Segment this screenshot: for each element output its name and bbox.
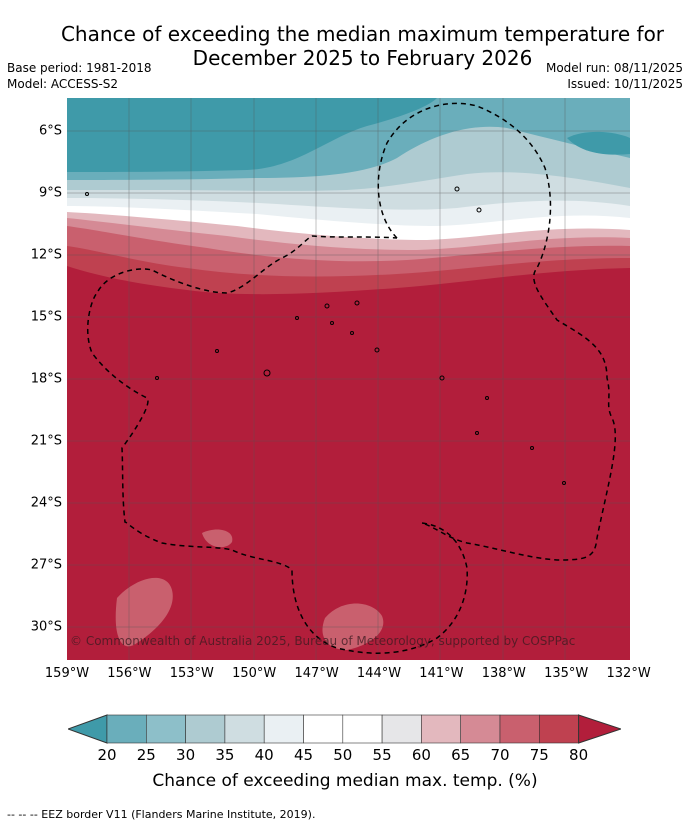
- colorbar-segment: [421, 714, 461, 744]
- meta-left: Base period: 1981-2018 Model: ACCESS-S2: [7, 60, 152, 92]
- band-20: [67, 98, 437, 172]
- longitude-label: 144°W: [356, 666, 402, 681]
- latitude-label: 6°S: [38, 123, 62, 139]
- title-line-2: December 2025 to February 2026: [192, 46, 533, 70]
- latitude-label: 9°S: [38, 185, 62, 201]
- colorbar-extend-high: [578, 714, 621, 744]
- map-title: Chance of exceeding the median maximum t…: [35, 22, 690, 70]
- colorbar: [68, 714, 621, 744]
- colorbar-segment: [185, 714, 226, 744]
- model-name: Model: ACCESS-S2: [7, 77, 119, 91]
- colorbar-segment: [303, 714, 344, 744]
- longitude-label: 132°W: [606, 666, 651, 681]
- model-run: Model run: 08/11/2025: [545, 61, 683, 75]
- colorbar-segment: [224, 714, 265, 744]
- forecast-map: © Commonwealth of Australia 2025, Bureau…: [67, 98, 630, 660]
- colorbar-tick-label: 30: [176, 746, 196, 764]
- colorbar-tick-label: 20: [97, 746, 117, 764]
- colorbar-segment: [106, 714, 147, 744]
- longitude-label: 156°W: [107, 666, 152, 681]
- colorbar-tick-label: 50: [333, 746, 353, 764]
- longitude-label: 159°W: [44, 666, 90, 681]
- latitude-label: 30°S: [30, 619, 62, 635]
- colorbar-segment: [381, 714, 422, 744]
- colorbar-tick-label: 25: [136, 746, 156, 764]
- colorbar-tick-label: 40: [254, 746, 274, 764]
- colorbar-segment: [146, 714, 186, 744]
- colorbar-tick-label: 80: [569, 746, 589, 764]
- band-20-east: [567, 131, 630, 155]
- longitude-label: 147°W: [294, 666, 339, 681]
- colorbar-segment: [499, 714, 540, 744]
- meta-right: Model run: 08/11/2025 Issued: 10/11/2025: [546, 60, 683, 92]
- colorbar-tick-label: 65: [451, 746, 471, 764]
- latitude-label: 24°S: [30, 495, 62, 511]
- graticule: [67, 98, 630, 660]
- longitude-label: 138°W: [481, 666, 526, 681]
- title-line-1: Chance of exceeding the median maximum t…: [60, 22, 665, 46]
- colorbar-segment: [342, 714, 383, 744]
- islands: [85, 186, 566, 485]
- base-period: Base period: 1981-2018: [7, 61, 152, 75]
- south-patch-1: [115, 577, 173, 647]
- colorbar-segment: [263, 714, 304, 744]
- colorbar-tick-label: 60: [411, 746, 431, 764]
- longitude-label: 135°W: [544, 666, 589, 681]
- colorbar-tick-label: 75: [529, 746, 549, 764]
- eez-borders: [86, 102, 617, 654]
- longitude-label: 141°W: [419, 666, 464, 681]
- map-canvas: [67, 98, 630, 660]
- latitude-label: 18°S: [30, 371, 62, 387]
- copyright-notice: © Commonwealth of Australia 2025, Bureau…: [70, 634, 576, 648]
- colorbar-tick-label: 55: [372, 746, 392, 764]
- eez-legend: -- -- -- EEZ border V11 (Flanders Marine…: [7, 808, 316, 821]
- colorbar-segment: [460, 714, 501, 744]
- colorbar-label: Chance of exceeding median max. temp. (%…: [152, 771, 538, 791]
- colorbar-segment: [538, 714, 579, 744]
- colorbar-tick-label: 70: [490, 746, 510, 764]
- colorbar-tick-label: 35: [215, 746, 235, 764]
- south-patch-3: [202, 529, 233, 548]
- issued-date: Issued: 10/11/2025: [567, 77, 683, 91]
- latitude-label: 15°S: [30, 309, 62, 325]
- longitude-label: 150°W: [232, 666, 277, 681]
- colorbar-extend-low: [68, 714, 108, 744]
- latitude-label: 12°S: [30, 247, 62, 263]
- colorbar-tick-label: 45: [293, 746, 314, 764]
- latitude-label: 27°S: [30, 557, 62, 573]
- longitude-label: 153°W: [169, 666, 214, 681]
- latitude-label: 21°S: [30, 433, 62, 449]
